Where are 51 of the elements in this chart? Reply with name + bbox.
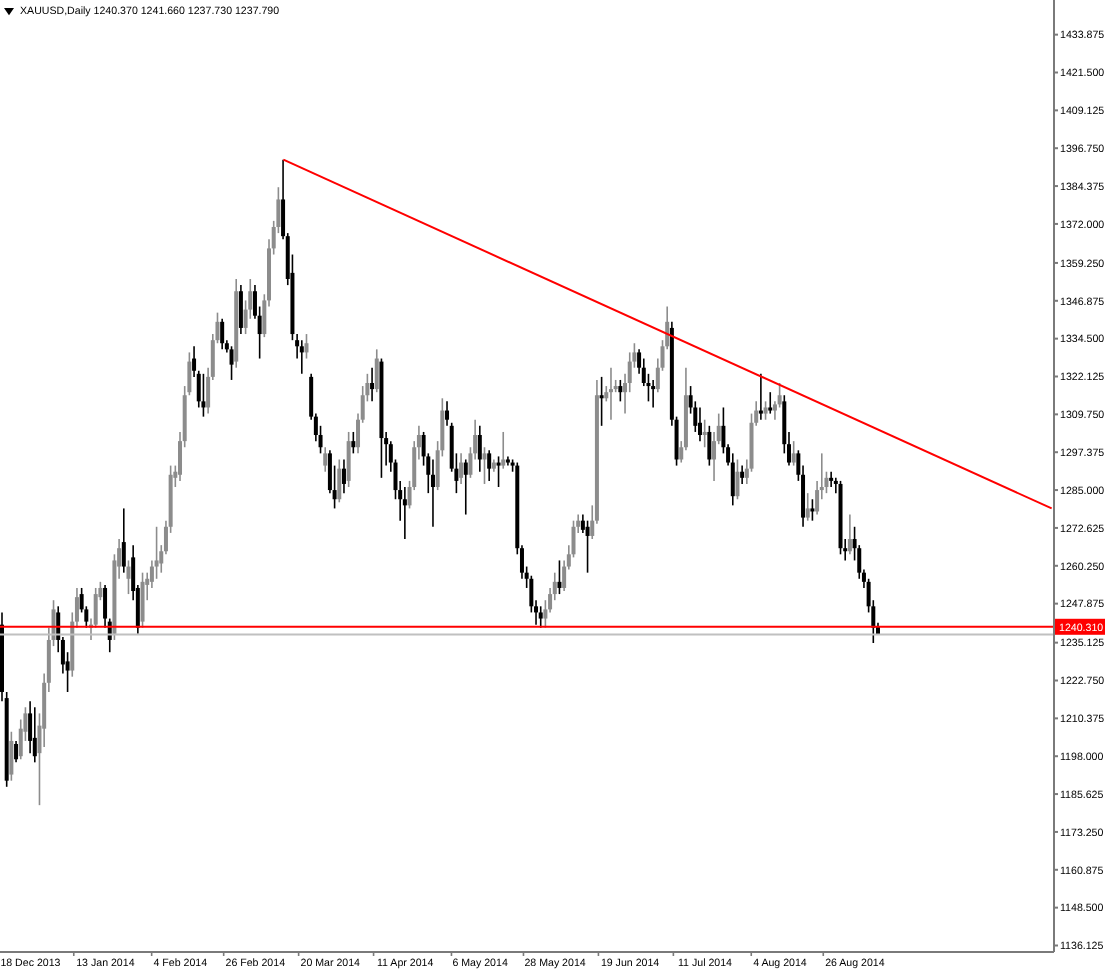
candlestick bbox=[805, 492, 810, 522]
candlestick bbox=[220, 317, 225, 351]
candlestick bbox=[154, 525, 159, 580]
candlestick bbox=[740, 464, 745, 485]
candlestick bbox=[140, 571, 145, 629]
candlestick bbox=[810, 498, 815, 522]
candlestick bbox=[337, 458, 342, 504]
candlestick bbox=[374, 348, 379, 393]
candlestick bbox=[32, 706, 37, 764]
candlestick bbox=[487, 449, 492, 482]
candlestick bbox=[370, 366, 375, 403]
candlestick bbox=[459, 452, 464, 485]
candlestick bbox=[791, 440, 796, 467]
candlestick bbox=[847, 513, 852, 556]
candlestick bbox=[501, 431, 506, 470]
candlestick bbox=[402, 486, 407, 540]
candlestick bbox=[496, 455, 501, 488]
candlestick bbox=[730, 452, 735, 507]
candlestick bbox=[14, 740, 19, 764]
candlestick bbox=[238, 284, 243, 335]
candlestick bbox=[585, 519, 590, 574]
candlestick bbox=[707, 425, 712, 467]
candlestick bbox=[735, 458, 740, 501]
candlestick bbox=[351, 431, 356, 455]
candlestick bbox=[697, 406, 702, 442]
candlestick bbox=[304, 333, 309, 360]
candlestick bbox=[346, 431, 351, 488]
candlestick bbox=[323, 446, 328, 473]
candlestick bbox=[557, 559, 562, 595]
candlestick bbox=[201, 373, 206, 418]
candlestick bbox=[758, 373, 763, 421]
candlestick bbox=[608, 366, 613, 421]
candlestick bbox=[430, 458, 435, 528]
candlestick bbox=[618, 379, 623, 403]
candlestick bbox=[702, 418, 707, 449]
candlestick bbox=[477, 425, 482, 473]
candlestick bbox=[763, 400, 768, 421]
candlestick bbox=[463, 458, 468, 516]
candlestick bbox=[299, 339, 304, 375]
candlestick bbox=[538, 605, 543, 629]
candlestick bbox=[829, 470, 834, 488]
candlestick bbox=[768, 391, 773, 415]
candlestick bbox=[28, 700, 33, 754]
candlestick bbox=[341, 458, 346, 494]
candlestick bbox=[229, 345, 234, 381]
candlestick bbox=[651, 379, 656, 409]
candlestick bbox=[482, 446, 487, 485]
candlestick bbox=[599, 376, 604, 427]
candlestick bbox=[126, 559, 131, 595]
candlestick bbox=[9, 730, 14, 782]
candlestick bbox=[121, 507, 126, 574]
